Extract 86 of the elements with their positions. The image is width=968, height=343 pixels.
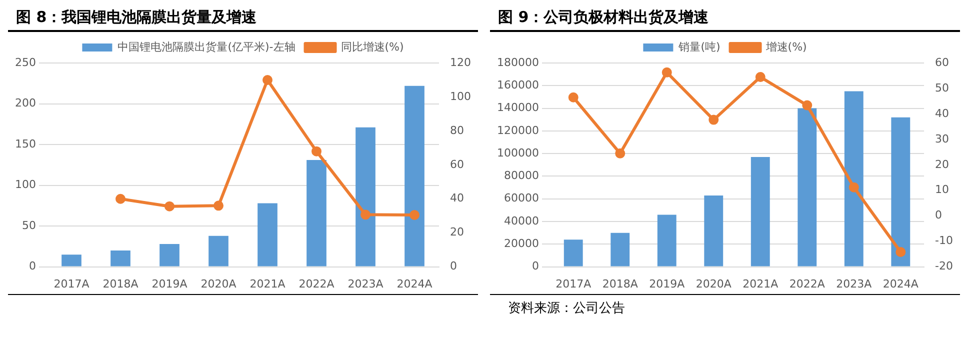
y-tick-label: 0 <box>28 260 36 273</box>
y-tick-label: 50 <box>22 218 36 232</box>
y2-tick-label: 10 <box>935 183 950 196</box>
point <box>755 72 766 82</box>
bar <box>844 91 864 266</box>
y-tick-label: 140000 <box>496 101 539 114</box>
x-tick-label: 2021A <box>742 277 779 290</box>
y-tick-label: 250 <box>14 56 36 69</box>
x-tick-label: 2024A <box>396 277 433 290</box>
bar <box>657 214 676 266</box>
y2-tick-label: 40 <box>450 192 464 205</box>
point <box>410 210 420 220</box>
point <box>214 200 224 211</box>
point <box>116 194 126 204</box>
chart-title: 图 8：我国锂电池隔膜出货量及增速 <box>8 8 478 32</box>
y2-tick-label: 0 <box>450 260 458 273</box>
y2-tick-label: 50 <box>935 81 950 94</box>
bar <box>306 160 326 266</box>
point <box>802 100 812 110</box>
point <box>896 247 906 258</box>
y-tick-label: 150 <box>14 137 36 150</box>
y-tick-label: 40000 <box>504 214 539 228</box>
bar <box>798 108 817 266</box>
bar <box>110 250 130 266</box>
y-tick-label: 60000 <box>504 192 539 205</box>
y2-tick-label: -20 <box>935 260 953 273</box>
bar <box>750 156 770 266</box>
legend-label: 增速(%) <box>764 40 807 54</box>
y2-tick-label: 60 <box>450 158 464 171</box>
x-tick-label: 2018A <box>602 277 638 290</box>
x-tick-label: 2019A <box>152 277 188 290</box>
y-tick-label: 100000 <box>496 146 539 160</box>
y-tick-label: 160000 <box>496 78 539 92</box>
x-tick-label: 2022A <box>789 277 826 290</box>
legend-label: 销量(吨) <box>678 40 720 54</box>
y-tick-label: 80000 <box>504 169 539 182</box>
x-tick-label: 2017A <box>54 277 90 290</box>
legend-label: 中国锂电池隔膜出货量(亿平米)-左轴 <box>118 40 296 54</box>
y2-tick-label: 60 <box>935 56 950 69</box>
bar <box>62 254 82 266</box>
y-tick-label: 100 <box>14 178 36 192</box>
bar <box>610 232 630 266</box>
x-tick-label: 2021A <box>250 277 286 290</box>
point <box>262 74 272 85</box>
y2-tick-label: 20 <box>450 226 464 239</box>
x-tick-label: 2020A <box>200 277 237 290</box>
x-tick-label: 2022A <box>298 277 335 290</box>
x-tick-label: 2017A <box>556 277 592 290</box>
y-tick-label: 200 <box>14 96 36 110</box>
x-tick-label: 2020A <box>696 277 732 290</box>
y2-tick-label: 0 <box>935 208 942 222</box>
x-tick-label: 2019A <box>649 277 686 290</box>
y2-tick-label: 120 <box>450 56 472 69</box>
x-tick-label: 2023A <box>348 277 384 290</box>
y2-tick-label: -10 <box>935 234 953 248</box>
y-tick-label: 0 <box>532 260 539 273</box>
bar <box>356 127 376 266</box>
y2-tick-label: 80 <box>450 124 464 137</box>
bar <box>404 86 424 266</box>
point <box>164 201 174 212</box>
x-tick-label: 2023A <box>836 277 872 290</box>
bar <box>564 240 583 266</box>
y2-tick-label: 30 <box>935 132 950 146</box>
y-tick-label: 180000 <box>496 56 539 69</box>
point <box>708 114 719 125</box>
point <box>568 92 578 102</box>
bar <box>704 195 724 266</box>
bar <box>258 203 278 266</box>
point <box>615 148 626 158</box>
x-tick-label: 2024A <box>882 277 919 290</box>
point <box>312 146 322 156</box>
text: 资料来源：公司公告 <box>508 301 625 316</box>
bar <box>160 244 180 266</box>
x-tick-label: 2018A <box>102 277 139 290</box>
y-tick-label: 20000 <box>504 237 539 250</box>
point <box>848 182 859 192</box>
y2-tick-label: 40 <box>935 106 950 120</box>
y-tick-label: 120000 <box>496 124 539 137</box>
y2-tick-label: 100 <box>450 90 472 103</box>
bar <box>891 117 910 266</box>
chart-title: 图 9：公司负极材料出货及增速 <box>490 8 960 32</box>
point <box>662 67 672 78</box>
y2-tick-label: 20 <box>935 158 950 171</box>
legend-label: 同比增速(%) <box>340 40 404 54</box>
bar <box>208 236 228 266</box>
point <box>360 210 371 220</box>
